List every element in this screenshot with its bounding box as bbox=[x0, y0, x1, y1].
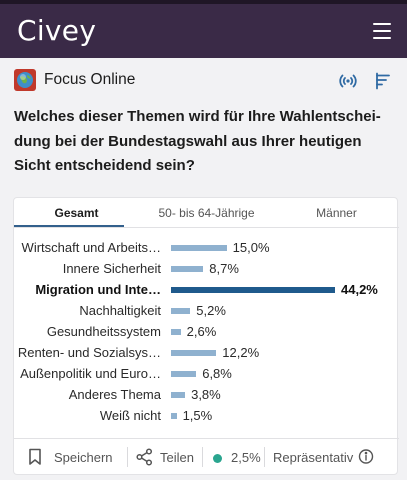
bar-category-label: Außenpolitik und Euro… bbox=[20, 366, 161, 381]
hamburger-icon-line bbox=[373, 23, 391, 25]
bar-category-label: Innere Sicherheit bbox=[62, 261, 161, 276]
margin-of-error: 2,5% bbox=[211, 448, 281, 468]
bar bbox=[171, 371, 197, 377]
margin-value: 2,5% bbox=[231, 450, 261, 465]
bar-category-label: Wirtschaft und Arbeits… bbox=[21, 240, 161, 255]
chart-row: Außenpolitik und Euro… 6,8% bbox=[14, 364, 399, 385]
divider bbox=[264, 447, 265, 467]
hamburger-icon-line bbox=[373, 30, 391, 32]
status-dot-icon bbox=[213, 454, 222, 463]
active-tab-indicator bbox=[14, 225, 124, 227]
bar-value-label: 6,8% bbox=[202, 366, 232, 381]
bar bbox=[171, 266, 204, 272]
publisher-globe-icon bbox=[14, 69, 36, 91]
app-logo[interactable]: Civey bbox=[17, 14, 97, 47]
chart-row: Innere Sicherheit 8,7% bbox=[14, 259, 399, 280]
live-signal-icon[interactable] bbox=[339, 72, 357, 90]
bar-value-label: 15,0% bbox=[232, 240, 270, 255]
bar-value-label: 5,2% bbox=[196, 303, 226, 318]
chart-row: Gesundheitssystem 2,6% bbox=[14, 322, 399, 343]
bar bbox=[171, 392, 186, 398]
bar bbox=[171, 350, 217, 356]
info-icon[interactable] bbox=[358, 448, 374, 467]
chart-row: Renten- und Sozialsys… 12,2% bbox=[14, 343, 399, 364]
bar-value-label: 1,5% bbox=[182, 408, 213, 423]
bar-category-label: Gesundheitssystem bbox=[46, 324, 161, 339]
share-icon bbox=[136, 448, 153, 469]
bar bbox=[171, 287, 335, 293]
divider bbox=[127, 447, 128, 467]
representative-label: Repräsentativ bbox=[273, 450, 354, 465]
bar-category-label: Nachhaltigkeit bbox=[79, 303, 161, 318]
bar-value-label: 8,7% bbox=[209, 261, 239, 276]
share-button[interactable]: Teilen bbox=[136, 448, 206, 468]
bar bbox=[171, 245, 227, 251]
tab-maenner[interactable]: Männer bbox=[316, 206, 357, 220]
chart-row: Nachhaltigkeit 5,2% bbox=[14, 301, 399, 322]
bar-category-label: Weiß nicht bbox=[99, 408, 161, 423]
tab-age-50-64[interactable]: 50- bis 64-Jährige bbox=[158, 206, 255, 220]
bar bbox=[171, 308, 191, 314]
bar-value-label: 12,2% bbox=[222, 345, 260, 360]
share-label: Teilen bbox=[160, 450, 194, 465]
bookmark-icon bbox=[28, 448, 42, 469]
bar bbox=[171, 329, 181, 335]
tab-gesamt[interactable]: Gesamt bbox=[54, 206, 99, 220]
save-label: Speichern bbox=[54, 450, 113, 465]
bar-value-label: 3,8% bbox=[191, 387, 221, 402]
publisher-name[interactable]: Focus Online bbox=[44, 71, 136, 88]
hamburger-icon-line bbox=[373, 37, 391, 39]
representative-info[interactable]: Repräsentativ bbox=[273, 448, 391, 468]
chart-row: Anderes Thema 3,8% bbox=[14, 385, 399, 406]
results-card: Gesamt 50- bis 64-Jährige Männer Wirtsch… bbox=[13, 197, 399, 475]
app-header: Civey bbox=[0, 0, 407, 58]
menu-button[interactable] bbox=[369, 18, 395, 44]
bar-value-label: 44,2% bbox=[341, 282, 378, 297]
bar bbox=[171, 413, 177, 419]
chart-toggle-icon[interactable] bbox=[375, 72, 393, 90]
save-button[interactable]: Speichern bbox=[28, 448, 128, 468]
bar-category-label: Migration und Inte… bbox=[35, 282, 161, 297]
chart-row: Weiß nicht 1,5% bbox=[14, 406, 399, 427]
publisher-row: Focus Online bbox=[0, 58, 407, 102]
bar-category-label: Anderes Thema bbox=[68, 387, 161, 402]
chart-row: Migration und Inte… 44,2% bbox=[14, 280, 399, 301]
divider bbox=[202, 447, 203, 467]
card-footer: Speichern Teilen 2,5% Repräsentativ bbox=[14, 438, 399, 475]
bar-category-label: Renten- und Sozialsys… bbox=[17, 345, 161, 360]
segment-tabs: Gesamt 50- bis 64-Jährige Männer bbox=[14, 198, 399, 228]
poll-question: Welches dieser Themen wird für Ihre Wahl… bbox=[14, 108, 381, 174]
bar-value-label: 2,6% bbox=[186, 324, 217, 339]
chart-row: Wirtschaft und Arbeits… 15,0% bbox=[14, 238, 399, 259]
